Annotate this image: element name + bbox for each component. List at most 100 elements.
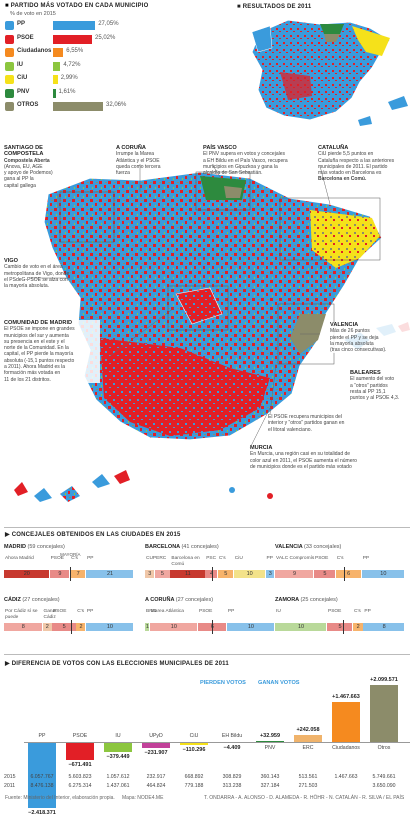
city-name: MADRID: [4, 544, 26, 550]
seat-bar: 8 2 5 2 10: [4, 620, 134, 634]
vote-diff-label: −671.491: [68, 762, 92, 769]
vote-count: 313.238: [222, 783, 242, 789]
majority-line: [70, 567, 72, 581]
seat-segment: [198, 623, 227, 631]
seat-count: 5: [323, 571, 327, 577]
note-valencia: VALENCIA Más de 26 puntos pierde el PP y…: [330, 322, 410, 354]
note-line: 11 de los 21 distritos.: [4, 376, 51, 383]
seat-count: 5: [62, 624, 66, 630]
note-line: El PNV supera en votos y concejales: [203, 151, 285, 158]
vote-bar: [294, 735, 322, 742]
legend-bar: [53, 88, 56, 98]
seat-party-label: PP: [87, 556, 94, 561]
note-line: resta al PP 15,1: [350, 388, 386, 395]
seat-party-label: C's: [354, 609, 361, 614]
note-line: absoluta (-15,1 puntos respecto: [4, 357, 75, 364]
seat-party-label: Ahora Madrid: [5, 556, 34, 561]
note-baleares: BALEARES El aumento del voto a “otros” p…: [350, 370, 412, 402]
seat-bar: 351145103: [145, 567, 275, 581]
seat-bar: 9 5 6 10: [275, 567, 405, 581]
legend-row: PSOE 25,02%: [5, 34, 125, 45]
otros-swatch-icon: [5, 102, 14, 111]
seat-party-label: PSC: [206, 556, 217, 561]
seat-count: 11: [184, 571, 191, 577]
seat-party-label: PSOE: [328, 609, 342, 614]
vote-bar: [66, 742, 94, 761]
seat-count: 20: [23, 571, 30, 577]
vote-party-label: CiU: [189, 733, 199, 739]
seat-party-label: Marea Atlántica: [150, 609, 184, 614]
vote-diff-label: −2.418.371: [28, 810, 56, 816]
note-cataluna: CATALUÑA CiU pierde 5,5 puntos en Catalu…: [318, 145, 412, 183]
seat-segment: [85, 623, 134, 631]
seat-party-label: C's: [336, 556, 344, 561]
vote-bar: [332, 701, 360, 742]
note-madrid: COMUNIDAD DE MADRID El PSOE se impone en…: [4, 320, 100, 383]
seat-party-label: PSOE: [315, 556, 329, 561]
vote-count: 513.561: [298, 774, 318, 780]
note-line: la mayoría absoluta: [330, 340, 374, 347]
gain-label: GANAN VOTOS: [258, 680, 300, 686]
seat-count: 8: [21, 624, 25, 630]
note-line: fuerza: [116, 170, 130, 177]
seat-party-label: BNG: [146, 609, 157, 614]
note-line: el PSdeG-PSOE se alza con: [4, 276, 68, 283]
seat-count: 8: [382, 624, 386, 630]
seat-segment: [4, 623, 42, 631]
majority-line: [212, 620, 214, 634]
vote-count: 1.467.663: [334, 774, 358, 780]
note-line: interior y “otros” partidos ganan en: [268, 420, 345, 427]
seat-party-label: PSOE: [50, 556, 64, 561]
city-detail: (41 concejales): [181, 544, 219, 550]
legend-pct: 25,02%: [95, 34, 116, 41]
footer-authors: T. ONDARRA - A. ALONSO - D. ALAMEDA - R.…: [204, 795, 405, 801]
seat-party-label: PSOE: [199, 609, 213, 614]
note-line: Irrumpe la Marea: [116, 151, 155, 158]
legend-row: OTROS 32,06%: [5, 101, 126, 112]
vote-bar: [28, 742, 56, 808]
note-line: más votado en Barcelona es: [318, 170, 382, 177]
legend-pct: 6,55%: [66, 48, 84, 54]
seat-party-label: VALC Compromís: [276, 556, 315, 561]
legend-pct: 1,61%: [58, 88, 76, 95]
seat-count: 2: [79, 624, 83, 630]
city-name: BARCELONA: [145, 544, 180, 550]
vote-count: 232.917: [146, 774, 166, 780]
legend-party-name: OTROS: [17, 102, 39, 108]
note-line: Atlántica y el PSOE: [116, 157, 160, 164]
note-line: Cambio de voto en el área: [4, 264, 63, 271]
note-line: puntos y al PSOE 4,3.: [350, 395, 400, 402]
note-line: a “otros” partidos: [350, 382, 388, 389]
note-line: municipales de 2011. El partido: [318, 163, 388, 170]
legend-bar: [53, 102, 103, 111]
seat-party-label: C's: [218, 556, 226, 561]
seat-bar: 20 9 7 21: [4, 567, 134, 581]
seat-party-label: CUPERC: [146, 556, 167, 561]
seat-party-label: IU: [276, 609, 281, 614]
seat-segment: [314, 570, 336, 578]
legend-party-name: PSOE: [17, 34, 34, 41]
legend-party-name: PNV: [17, 88, 30, 95]
vote-count: 6.275.314: [68, 783, 92, 789]
legend-bar: [53, 34, 92, 44]
pp-logo-icon: [5, 21, 14, 30]
vote-bar: [142, 742, 170, 749]
note-santiago: SANTIAGO DE COMPOSTELA Compostela Aberta…: [4, 145, 82, 189]
note-line: de municipios donde es el partido más vo…: [250, 463, 352, 470]
majority-line: [342, 620, 344, 634]
note-line: a EH Bildu en el País Vasco, recupera: [203, 157, 288, 164]
city-detail: (27 concejales): [175, 597, 214, 603]
note-line: alcaldía de San Sebastián.: [203, 170, 263, 177]
seat-bar: 10 5 2 8: [275, 620, 405, 634]
note-line: Más de 26 puntos: [330, 328, 370, 335]
note-line: El PSOE recupera municipios del: [268, 414, 342, 420]
seat-party-label: C's: [77, 609, 84, 614]
seat-count: 5: [224, 571, 228, 577]
seat-party-label: CiU: [234, 556, 243, 561]
seat-bar: 110610: [145, 620, 275, 634]
note-line: El aumento del voto: [350, 376, 395, 383]
footer-source: Fuente: Ministerio del Interior, elabora…: [5, 795, 115, 801]
seat-segment: [149, 623, 198, 631]
legend-bar: [53, 75, 58, 84]
city-title: A CORUÑA (27 concejales): [145, 597, 213, 603]
